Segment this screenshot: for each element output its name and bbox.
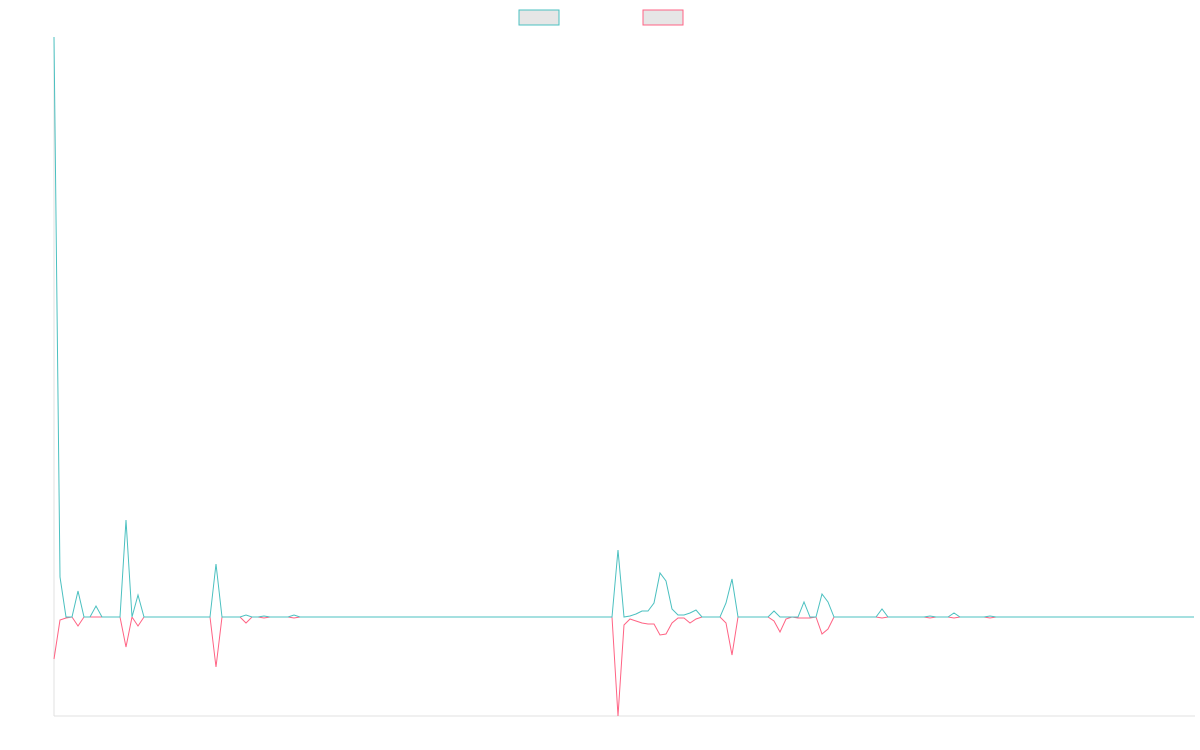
data-line [53, 36, 1194, 618]
legend-swatch [518, 9, 560, 26]
legend-swatch [642, 9, 684, 26]
data-line [53, 615, 1194, 717]
